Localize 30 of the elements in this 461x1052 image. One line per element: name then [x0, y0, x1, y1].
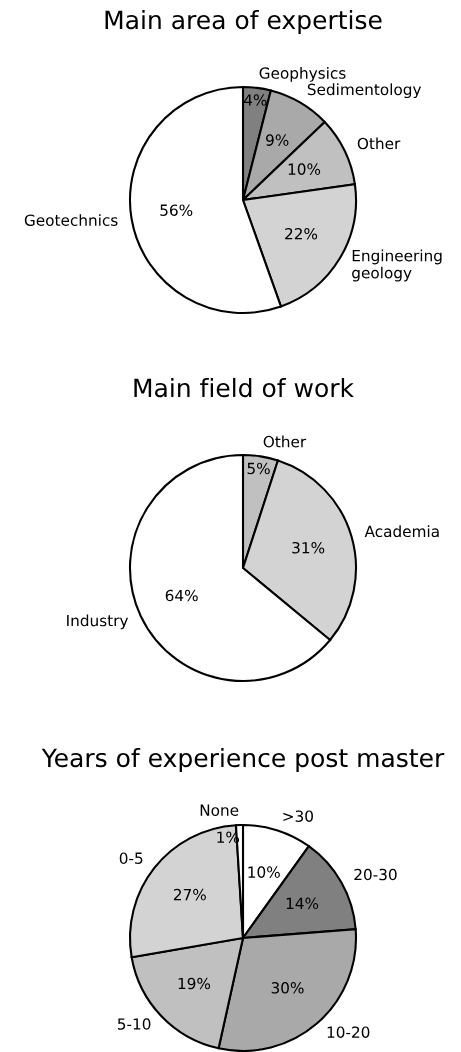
slice-label: 10-20	[327, 1026, 370, 1038]
slice-label: Other	[357, 137, 401, 150]
data-label: 31%	[292, 541, 325, 554]
slice-label: >30	[283, 810, 313, 822]
slice-label: None	[200, 804, 239, 816]
data-label: 64%	[165, 589, 198, 602]
slice-label: Other	[263, 435, 307, 448]
data-label: 30%	[271, 982, 304, 994]
data-label: 9%	[266, 134, 289, 146]
data-label: 4%	[243, 94, 267, 106]
data-label: 10%	[288, 163, 321, 175]
data-label: 10%	[248, 866, 280, 878]
data-label: 14%	[286, 897, 319, 910]
chart-title: Main area of expertise	[105, 9, 382, 35]
slice-label: Geophysics	[259, 67, 346, 82]
slice-label: Sedimentology	[307, 83, 422, 99]
slice-label: Academia	[364, 525, 439, 538]
slice-label: 20-30	[354, 868, 397, 881]
data-label: 19%	[178, 977, 211, 990]
slice-label: Engineering geology	[352, 249, 442, 282]
data-label: 5%	[247, 462, 270, 475]
data-label: 56%	[160, 204, 193, 216]
chart-title: Years of experience post master	[41, 747, 445, 773]
slice-label: Geotechnics	[24, 214, 118, 226]
data-label: 27%	[173, 888, 206, 901]
slice-label: Industry	[67, 614, 129, 630]
chart-title: Main field of work	[134, 377, 354, 398]
data-label: 22%	[285, 227, 318, 240]
slice-label: 5-10	[117, 1018, 151, 1030]
slice-label: 0-5	[119, 852, 143, 864]
